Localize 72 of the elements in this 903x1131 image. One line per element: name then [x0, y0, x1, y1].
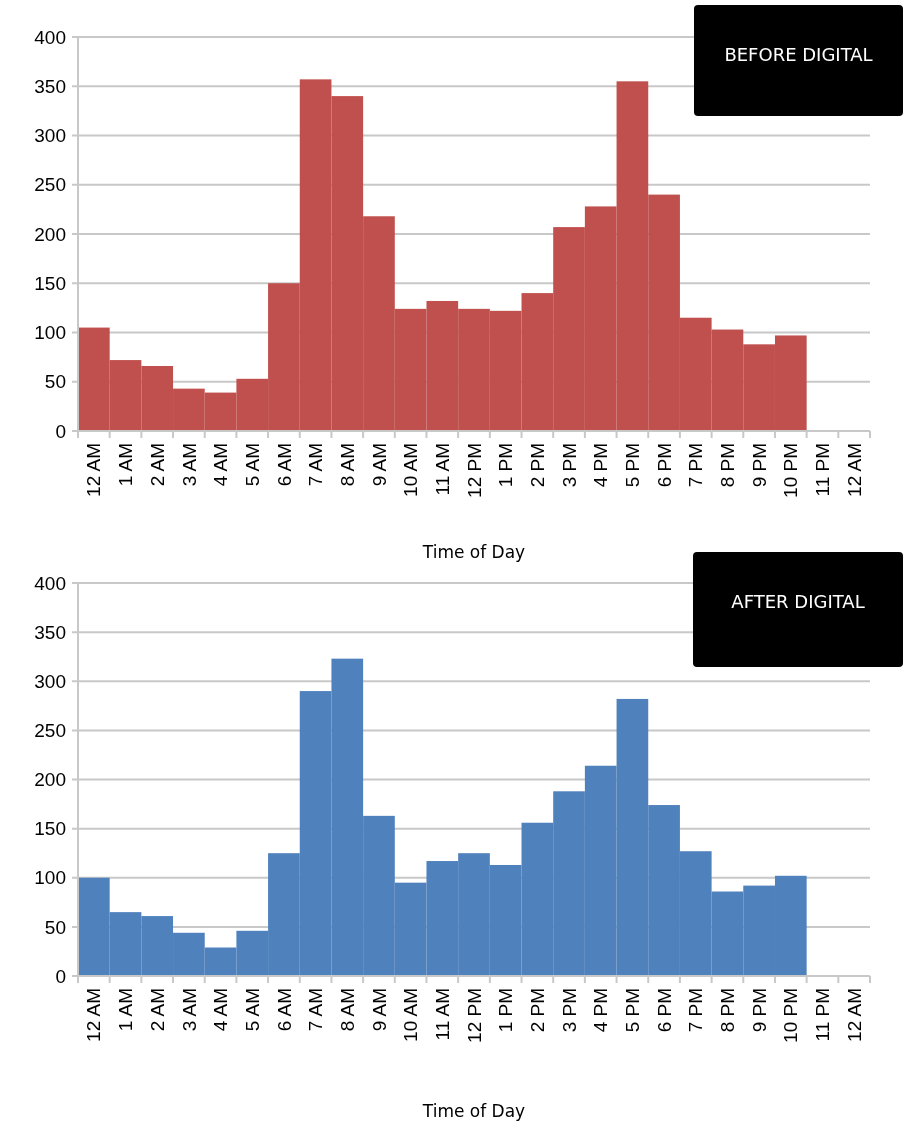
annotation: BEFORE DIGITAL: [724, 44, 873, 65]
y-tick-label: 300: [34, 125, 66, 147]
x-tick-label: 12 PM: [463, 443, 485, 498]
x-tick-label: 6 PM: [653, 443, 675, 488]
x-tick-label: 3 PM: [558, 988, 580, 1033]
y-tick-label: 300: [34, 670, 66, 692]
x-tick-label: 9 PM: [748, 988, 770, 1033]
x-tick-label: 7 AM: [305, 443, 327, 487]
x-tick-label: 1 PM: [495, 443, 517, 488]
x-tick-label: 11 PM: [812, 988, 834, 1042]
y-tick-label: 150: [34, 818, 66, 840]
x-tick-label: 5 PM: [622, 443, 644, 488]
y-tick-label: 350: [34, 75, 66, 97]
x-tick-label: 7 PM: [685, 988, 707, 1033]
y-tick-label: 0: [55, 420, 66, 442]
x-tick-label: 12 AM: [83, 443, 105, 497]
y-tick-label: 400: [34, 572, 66, 594]
y-tick-label: 200: [34, 769, 66, 791]
y-tick-label: 250: [34, 720, 66, 742]
y-tick-label: 100: [34, 322, 66, 344]
x-axis-title: Time of Day: [421, 542, 526, 562]
x-tick-label: 6 AM: [273, 988, 295, 1032]
x-tick-label: 8 PM: [717, 988, 739, 1033]
y-tick-label: 50: [44, 371, 66, 393]
x-tick-label: 12 AM: [843, 443, 865, 497]
x-tick-label: 5 PM: [622, 988, 644, 1033]
x-tick-label: 9 PM: [748, 443, 770, 488]
x-tick-label: 2 AM: [146, 988, 168, 1032]
x-tick-label: 7 PM: [685, 443, 707, 488]
x-tick-label: 8 AM: [336, 443, 358, 487]
x-tick-label: 3 PM: [558, 443, 580, 488]
x-tick-label: 3 AM: [178, 988, 200, 1032]
x-tick-label: 8 AM: [336, 988, 358, 1032]
x-tick-label: 2 PM: [527, 443, 549, 488]
x-tick-label: 3 AM: [178, 443, 200, 487]
x-tick-label: 10 AM: [400, 443, 422, 497]
x-tick-label: 9 AM: [368, 988, 390, 1032]
x-tick-label: 4 PM: [590, 988, 612, 1033]
y-tick-label: 200: [34, 223, 66, 245]
annotation: AFTER DIGITAL: [731, 591, 865, 612]
y-tick-label: 100: [34, 867, 66, 889]
x-tick-label: 5 AM: [241, 443, 263, 487]
y-tick-label: 350: [34, 621, 66, 643]
x-tick-label: 10 PM: [780, 988, 802, 1043]
x-tick-label: 1 AM: [115, 988, 137, 1032]
x-tick-label: 10 AM: [400, 988, 422, 1042]
x-tick-label: 6 PM: [653, 988, 675, 1033]
x-axis-title: Time of Day: [421, 1101, 526, 1121]
x-tick-label: 2 PM: [527, 988, 549, 1033]
x-tick-label: 4 AM: [210, 988, 232, 1032]
x-tick-label: 10 PM: [780, 443, 802, 498]
x-tick-label: 12 AM: [83, 988, 105, 1042]
x-tick-label: 7 AM: [305, 988, 327, 1032]
y-tick-label: 150: [34, 272, 66, 294]
x-tick-label: 12 PM: [463, 988, 485, 1043]
x-tick-label: 11 AM: [431, 988, 453, 1041]
x-tick-label: 8 PM: [717, 443, 739, 488]
x-tick-label: 9 AM: [368, 443, 390, 487]
y-tick-label: 250: [34, 174, 66, 196]
x-tick-label: 2 AM: [146, 443, 168, 487]
x-tick-label: 12 AM: [843, 988, 865, 1042]
y-tick-label: 400: [34, 26, 66, 48]
x-tick-label: 6 AM: [273, 443, 295, 487]
x-tick-label: 4 PM: [590, 443, 612, 488]
y-tick-label: 0: [55, 965, 66, 987]
y-tick-label: 50: [44, 916, 66, 938]
x-tick-label: 5 AM: [241, 988, 263, 1032]
x-tick-label: 1 PM: [495, 988, 517, 1033]
x-tick-label: 11 AM: [431, 443, 453, 496]
x-tick-label: 1 AM: [115, 443, 137, 487]
x-tick-label: 4 AM: [210, 443, 232, 487]
x-tick-label: 11 PM: [812, 443, 834, 497]
